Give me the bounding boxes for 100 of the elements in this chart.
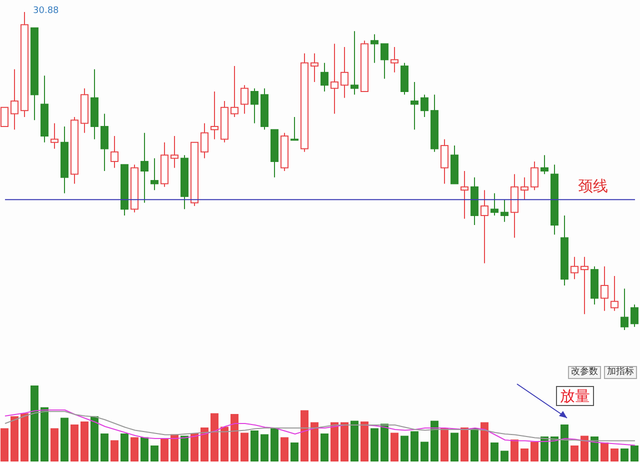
bar [180, 436, 188, 462]
bar [520, 448, 528, 462]
candlestick [40, 75, 48, 143]
bar [400, 436, 408, 462]
bar [580, 436, 588, 462]
bar [100, 434, 108, 462]
candlestick [600, 266, 608, 312]
bar [220, 426, 228, 462]
candlestick [60, 126, 68, 194]
bar [490, 442, 498, 462]
bar [420, 442, 428, 462]
bar [590, 436, 598, 462]
candlestick [420, 94, 428, 118]
candlestick [560, 215, 568, 286]
candlestick [340, 46, 348, 98]
bar [450, 432, 458, 462]
candlestick [150, 158, 158, 191]
bar [480, 422, 488, 462]
candlestick [210, 91, 218, 140]
bar [240, 432, 248, 462]
candlestick [430, 94, 438, 152]
bar [300, 410, 308, 462]
bar [330, 422, 338, 462]
bar [460, 428, 468, 462]
bar [260, 434, 268, 462]
candlestick [610, 275, 618, 312]
bar [560, 424, 568, 462]
candlestick [550, 164, 558, 236]
bar [90, 416, 98, 462]
bar [280, 437, 288, 462]
bar [10, 416, 18, 462]
bar [190, 434, 198, 462]
candlestick [180, 154, 188, 210]
bar [310, 422, 318, 462]
bar [360, 422, 368, 462]
bar [60, 418, 68, 462]
candlestick [390, 46, 398, 73]
candlestick [20, 12, 28, 118]
bar [30, 386, 38, 462]
bar [270, 428, 278, 462]
candlestick [130, 164, 138, 213]
bar [440, 428, 448, 462]
bar [250, 430, 258, 462]
bar [500, 450, 508, 462]
bar [570, 446, 578, 462]
bar [50, 428, 58, 462]
candlestick [480, 190, 488, 264]
bar [80, 422, 88, 462]
bar [600, 442, 608, 462]
bar [340, 422, 348, 462]
bar [390, 432, 398, 462]
bar [200, 428, 208, 462]
bar [530, 442, 538, 462]
bar [320, 434, 328, 462]
candlestick [320, 62, 328, 92]
bar [620, 448, 628, 462]
bar [40, 407, 48, 462]
bar [370, 428, 378, 462]
candlestick [470, 176, 478, 226]
bar [230, 414, 238, 462]
bar [550, 436, 558, 462]
candlestick [520, 176, 528, 200]
candlestick [170, 136, 178, 168]
bar [160, 438, 168, 462]
bar [170, 434, 178, 462]
bar [290, 442, 298, 462]
bar [350, 420, 358, 462]
candlestick [330, 43, 338, 114]
candlestick [100, 113, 108, 172]
bar [470, 428, 478, 462]
candlestick [90, 68, 98, 140]
candlestick [460, 170, 468, 220]
bar [540, 436, 548, 462]
candlestick [310, 52, 318, 82]
bar [110, 440, 118, 462]
candlestick [10, 68, 18, 130]
bar [510, 440, 518, 462]
candlestick [110, 136, 118, 168]
bar [610, 448, 618, 462]
bar [140, 437, 148, 462]
candlestick [140, 132, 148, 204]
candlestick [620, 288, 628, 330]
candlestick [160, 142, 168, 188]
candlestick [410, 81, 418, 130]
candlestick [510, 174, 518, 238]
candlestick [300, 52, 308, 152]
candlestick [200, 122, 208, 159]
bar [0, 428, 8, 462]
candlestick [240, 84, 248, 114]
bar [70, 424, 78, 462]
annotation: 30.88 [33, 6, 59, 16]
candlestick [220, 100, 228, 143]
text: 加指标 [604, 366, 637, 379]
bar [120, 434, 128, 462]
ref-line-label: 颈线 [578, 176, 608, 195]
bar [210, 413, 218, 462]
text: 改参数 [568, 366, 601, 379]
bar [20, 413, 28, 462]
bar [130, 437, 138, 462]
candlestick [440, 138, 448, 184]
